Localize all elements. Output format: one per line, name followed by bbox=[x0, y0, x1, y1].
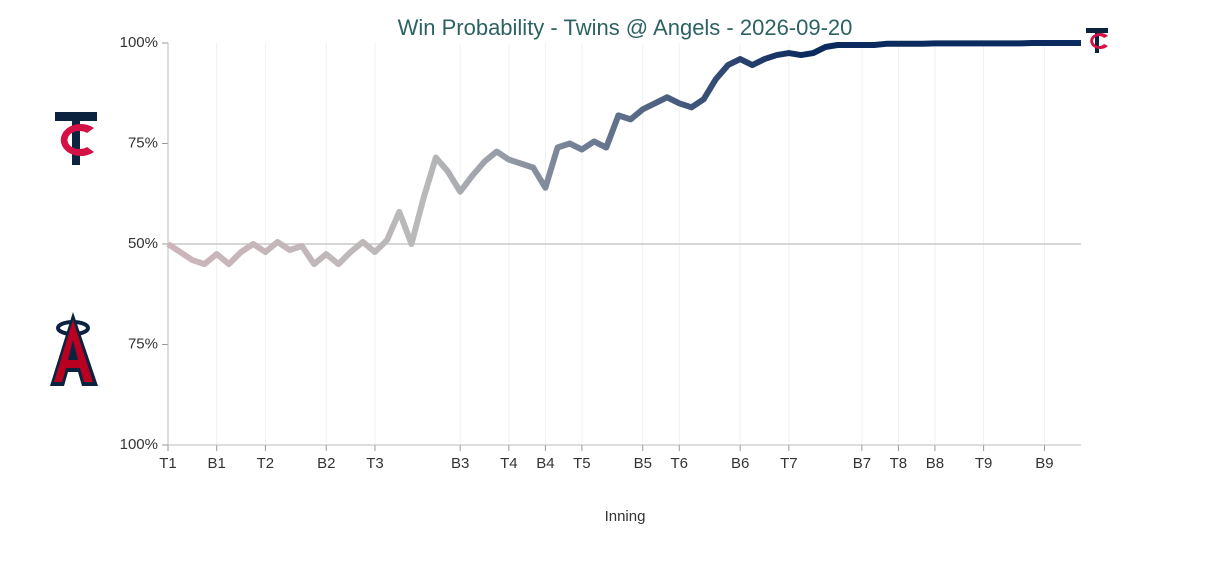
twins-logo bbox=[55, 112, 97, 165]
x-tick-label: B3 bbox=[451, 455, 469, 472]
x-tick-label: T9 bbox=[975, 455, 993, 472]
win-prob-line bbox=[166, 40, 1081, 268]
x-tick-label: T7 bbox=[780, 455, 798, 472]
y-tick-label: 100% bbox=[120, 34, 158, 51]
x-tick-label: B1 bbox=[208, 455, 226, 472]
x-tick-label: B7 bbox=[853, 455, 871, 472]
y-tick-label: 100% bbox=[120, 436, 158, 453]
x-tick-label: T6 bbox=[671, 455, 689, 472]
x-axis-label: Inning bbox=[605, 508, 646, 525]
angels-logo bbox=[50, 312, 98, 386]
x-tick-label: T5 bbox=[573, 455, 591, 472]
y-tick-label: 75% bbox=[128, 134, 158, 151]
x-tick-label: T1 bbox=[159, 455, 177, 472]
x-tick-label: T4 bbox=[500, 455, 518, 472]
x-tick-label: B5 bbox=[634, 455, 652, 472]
x-tick-label: T3 bbox=[366, 455, 384, 472]
chart-title: Win Probability - Twins @ Angels - 2026-… bbox=[398, 15, 853, 40]
x-tick-label: T2 bbox=[257, 455, 275, 472]
y-tick-label: 50% bbox=[128, 235, 158, 252]
x-tick-label: B6 bbox=[731, 455, 749, 472]
y-tick-label: 75% bbox=[128, 335, 158, 352]
x-tick-label: B2 bbox=[317, 455, 335, 472]
x-tick-label: B4 bbox=[536, 455, 554, 472]
x-tick-label: B9 bbox=[1035, 455, 1053, 472]
x-tick-label: T8 bbox=[890, 455, 908, 472]
x-tick-label: B8 bbox=[926, 455, 944, 472]
twins-logo-small bbox=[1086, 28, 1108, 53]
